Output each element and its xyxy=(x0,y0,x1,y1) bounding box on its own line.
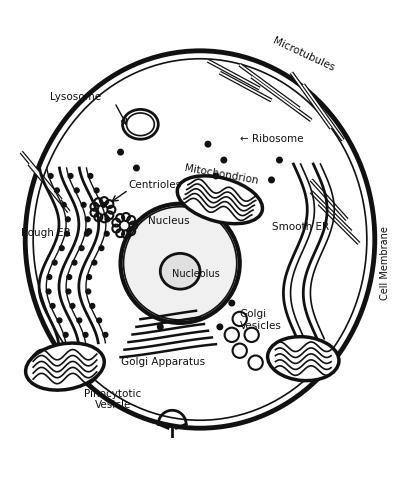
Circle shape xyxy=(54,188,59,193)
Circle shape xyxy=(66,289,71,294)
Circle shape xyxy=(57,318,62,323)
Circle shape xyxy=(97,318,102,323)
Circle shape xyxy=(68,173,73,178)
Text: Smooth ER: Smooth ER xyxy=(272,222,329,231)
Ellipse shape xyxy=(120,204,240,323)
Text: ← Ribosome: ← Ribosome xyxy=(240,134,303,144)
Circle shape xyxy=(221,157,227,163)
Text: Centrioles: Centrioles xyxy=(128,180,182,190)
Ellipse shape xyxy=(25,51,375,428)
Circle shape xyxy=(118,149,123,155)
Circle shape xyxy=(85,217,90,222)
Circle shape xyxy=(52,260,57,265)
Ellipse shape xyxy=(160,253,200,289)
Text: Lysosome: Lysosome xyxy=(50,92,101,103)
Circle shape xyxy=(74,188,79,193)
Circle shape xyxy=(66,217,70,222)
Ellipse shape xyxy=(177,176,262,224)
Ellipse shape xyxy=(26,343,104,390)
Ellipse shape xyxy=(268,337,339,381)
Circle shape xyxy=(92,260,97,265)
Text: Golgi
Vesicles: Golgi Vesicles xyxy=(240,309,282,331)
Circle shape xyxy=(90,304,95,308)
Circle shape xyxy=(134,165,139,171)
Circle shape xyxy=(83,332,88,337)
Circle shape xyxy=(63,332,68,337)
Circle shape xyxy=(217,324,223,330)
Circle shape xyxy=(94,188,99,193)
Text: Cell Membrane: Cell Membrane xyxy=(380,227,390,300)
Circle shape xyxy=(65,231,69,236)
Circle shape xyxy=(213,173,219,179)
Circle shape xyxy=(50,304,55,308)
Circle shape xyxy=(277,157,282,163)
Circle shape xyxy=(79,246,84,251)
Text: Golgi Apparatus: Golgi Apparatus xyxy=(120,357,205,366)
Circle shape xyxy=(88,173,93,178)
Circle shape xyxy=(104,231,109,236)
Circle shape xyxy=(61,203,66,207)
Circle shape xyxy=(81,203,86,207)
Circle shape xyxy=(158,324,163,330)
Circle shape xyxy=(103,332,108,337)
Circle shape xyxy=(48,173,53,178)
Circle shape xyxy=(67,274,72,279)
Text: Microtubules: Microtubules xyxy=(272,35,336,73)
Circle shape xyxy=(86,289,91,294)
Circle shape xyxy=(87,274,92,279)
Circle shape xyxy=(47,274,52,279)
Circle shape xyxy=(99,246,104,251)
Circle shape xyxy=(101,203,106,207)
Circle shape xyxy=(72,260,77,265)
Text: Pinocytotic
Vesicle: Pinocytotic Vesicle xyxy=(84,389,141,411)
Circle shape xyxy=(86,229,92,234)
Text: Nucleus: Nucleus xyxy=(148,216,190,226)
Text: Mitochondrion: Mitochondrion xyxy=(184,163,260,186)
Text: Rough ER: Rough ER xyxy=(21,228,71,238)
Circle shape xyxy=(59,246,64,251)
Circle shape xyxy=(229,300,234,306)
Ellipse shape xyxy=(122,109,158,139)
Text: Nucleolus: Nucleolus xyxy=(172,269,220,279)
Circle shape xyxy=(205,141,211,147)
Circle shape xyxy=(46,289,51,294)
Circle shape xyxy=(84,231,89,236)
Circle shape xyxy=(77,318,82,323)
Circle shape xyxy=(70,304,75,308)
Circle shape xyxy=(269,177,274,182)
Circle shape xyxy=(105,217,110,222)
